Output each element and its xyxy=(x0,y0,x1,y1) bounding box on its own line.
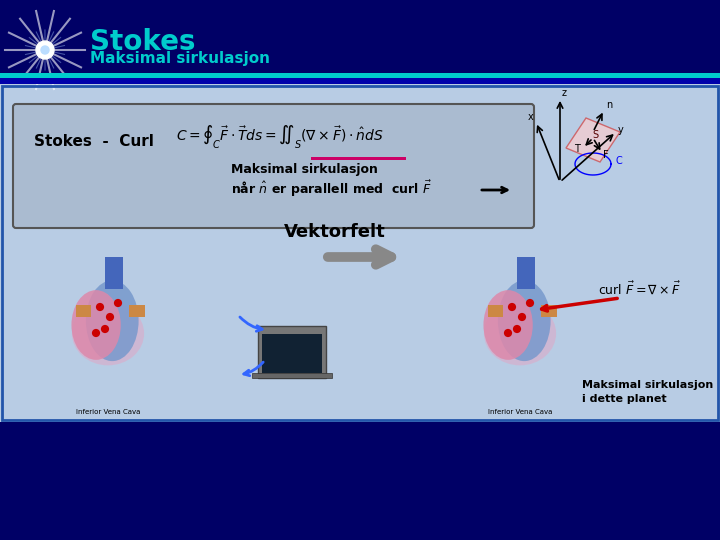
Circle shape xyxy=(93,329,99,336)
Bar xyxy=(76,305,91,316)
Text: når $\hat{n}$ er parallell med  curl $\vec{F}$: når $\hat{n}$ er parallell med curl $\ve… xyxy=(231,179,432,199)
Text: Stokes: Stokes xyxy=(90,28,196,56)
Text: F: F xyxy=(603,150,608,160)
Ellipse shape xyxy=(72,302,144,366)
Bar xyxy=(2,86,718,420)
Bar xyxy=(0,73,720,78)
Bar xyxy=(252,373,332,378)
Bar xyxy=(104,257,123,289)
Text: y: y xyxy=(618,125,624,135)
Ellipse shape xyxy=(71,290,121,360)
Circle shape xyxy=(96,303,104,310)
Ellipse shape xyxy=(498,280,551,361)
Circle shape xyxy=(505,329,511,336)
Circle shape xyxy=(508,303,516,310)
Text: C: C xyxy=(616,156,623,166)
Ellipse shape xyxy=(484,302,556,366)
Circle shape xyxy=(518,314,526,320)
Text: n: n xyxy=(606,100,612,110)
Circle shape xyxy=(114,300,122,306)
Text: Stokes  -  Curl: Stokes - Curl xyxy=(34,134,154,150)
Text: Maksimal sirkulasjon: Maksimal sirkulasjon xyxy=(90,51,270,66)
Text: $C = \oint_C \vec{F} \cdot \vec{T}ds = \iint_S (\nabla \times \vec{F}) \cdot \ha: $C = \oint_C \vec{F} \cdot \vec{T}ds = \… xyxy=(176,124,384,151)
Circle shape xyxy=(36,41,54,59)
Polygon shape xyxy=(566,118,620,162)
Bar xyxy=(262,334,322,373)
Circle shape xyxy=(107,314,114,320)
Bar xyxy=(311,157,406,160)
Bar xyxy=(0,84,720,422)
FancyBboxPatch shape xyxy=(13,104,534,228)
Ellipse shape xyxy=(483,290,533,360)
Text: z: z xyxy=(562,88,567,98)
Text: x: x xyxy=(528,112,534,122)
Circle shape xyxy=(513,326,521,333)
Text: T: T xyxy=(574,144,580,154)
Text: Maksimal sirkulasjon: Maksimal sirkulasjon xyxy=(231,164,378,177)
Circle shape xyxy=(526,300,534,306)
Circle shape xyxy=(41,46,49,54)
Text: S: S xyxy=(592,130,598,140)
Bar xyxy=(130,305,145,316)
Text: Inferior Vena Cava: Inferior Vena Cava xyxy=(488,409,552,415)
Bar xyxy=(487,305,503,316)
Bar xyxy=(517,257,535,289)
Bar xyxy=(541,305,557,316)
Ellipse shape xyxy=(86,280,139,361)
Text: Maksimal sirkulasjon
i dette planet: Maksimal sirkulasjon i dette planet xyxy=(582,380,714,403)
Text: Inferior Vena Cava: Inferior Vena Cava xyxy=(76,409,140,415)
Circle shape xyxy=(102,326,109,333)
Bar xyxy=(0,78,720,84)
Text: Vektorfelt: Vektorfelt xyxy=(284,223,386,241)
Text: curl $\vec{F} = \nabla \times \vec{F}$: curl $\vec{F} = \nabla \times \vec{F}$ xyxy=(598,280,681,296)
Bar xyxy=(258,326,326,378)
